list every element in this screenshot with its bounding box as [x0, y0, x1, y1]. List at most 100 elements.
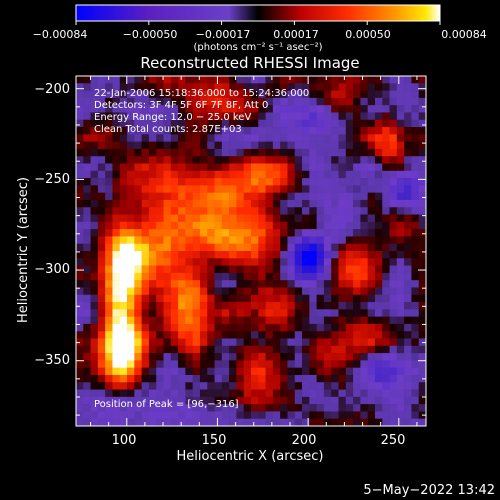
heatmap-cell	[258, 192, 266, 201]
heatmap-cell	[309, 221, 317, 230]
heatmap-cell	[418, 272, 427, 281]
heatmap-cell	[76, 141, 84, 150]
heatmap-cell	[382, 185, 390, 193]
heatmap-cell	[316, 156, 325, 164]
heatmap-cell	[345, 236, 354, 245]
heatmap-cell	[83, 251, 91, 259]
heatmap-cell	[251, 396, 259, 405]
heatmap-cell	[76, 345, 84, 354]
colorbar: −0.00084 −0.00050 −0.00017 0.00017 0.000…	[33, 4, 487, 53]
heatmap-cell	[360, 367, 368, 376]
heatmap-cell	[251, 374, 259, 383]
heatmap-cell	[90, 221, 99, 230]
heatmap-cell	[170, 272, 179, 281]
heatmap-cell	[97, 229, 106, 237]
heatmap-cell	[418, 105, 427, 113]
heatmap-cell	[148, 265, 157, 274]
heatmap-cell	[236, 272, 245, 281]
heatmap-cell	[309, 389, 317, 398]
heatmap-cell	[163, 192, 172, 201]
heatmap-cell	[243, 163, 252, 172]
heatmap-cell	[302, 251, 310, 259]
heatmap-cell	[345, 243, 354, 252]
heatmap-cell	[404, 76, 412, 84]
heatmap-cell	[192, 272, 201, 281]
heatmap-cell	[374, 214, 383, 223]
heatmap-cell	[338, 302, 347, 310]
heatmap-cell	[127, 214, 135, 223]
heatmap-cell	[163, 163, 172, 172]
heatmap-cell	[170, 411, 179, 420]
heatmap-cell	[141, 382, 150, 390]
heatmap-cell	[163, 229, 172, 237]
heatmap-cell	[331, 119, 339, 128]
heatmap-cell	[170, 112, 179, 121]
heatmap-cell	[287, 418, 296, 427]
heatmap-cell	[367, 214, 376, 223]
heatmap-cell	[382, 141, 390, 150]
heatmap-cell	[170, 97, 179, 106]
heatmap-cell	[134, 134, 142, 142]
heatmap-cell	[214, 272, 223, 281]
heatmap-cell	[170, 265, 179, 274]
heatmap-cell	[163, 127, 172, 135]
heatmap-cell	[134, 294, 142, 303]
heatmap-cell	[185, 192, 193, 201]
heatmap-cell	[418, 192, 427, 201]
heatmap-cell	[97, 374, 106, 383]
heatmap-cell	[294, 214, 303, 223]
heatmap-cell	[105, 374, 113, 383]
heatmap-cell	[302, 374, 310, 383]
heatmap-cell	[338, 214, 347, 223]
heatmap-cell	[112, 272, 121, 281]
heatmap-cell	[382, 214, 390, 223]
heatmap-cell	[105, 97, 113, 106]
heatmap-cell	[367, 353, 376, 361]
heatmap-cell	[272, 389, 281, 398]
heatmap-cell	[316, 221, 325, 230]
heatmap-cell	[112, 353, 121, 361]
heatmap-cell	[229, 83, 237, 91]
heatmap-cell	[214, 236, 223, 245]
heatmap-cell	[105, 367, 113, 376]
heatmap-cell	[258, 127, 266, 135]
heatmap-cell	[345, 265, 354, 274]
heatmap-cell	[119, 207, 128, 215]
heatmap-cell	[258, 214, 266, 223]
heatmap-cell	[192, 221, 201, 230]
heatmap-cell	[141, 389, 150, 398]
heatmap-cell	[251, 272, 259, 281]
heatmap-cell	[83, 214, 91, 223]
heatmap-cell	[396, 258, 405, 266]
heatmap-cell	[404, 294, 412, 303]
heatmap-cell	[207, 214, 215, 223]
heatmap-cell	[141, 367, 150, 376]
heatmap-cell	[105, 134, 113, 142]
heatmap-cell	[163, 404, 172, 412]
heatmap-cell	[207, 83, 215, 91]
heatmap-cell	[353, 229, 361, 237]
heatmap-cell	[105, 396, 113, 405]
heatmap-cell	[382, 265, 390, 274]
heatmap-cell	[112, 265, 121, 274]
heatmap-cell	[148, 389, 157, 398]
heatmap-cell	[156, 207, 164, 215]
heatmap-cell	[389, 170, 398, 179]
heatmap-cell	[287, 265, 296, 274]
heatmap-cell	[229, 265, 237, 274]
heatmap-cell	[243, 338, 252, 347]
heatmap-cell	[170, 309, 179, 317]
heatmap-cell	[236, 119, 245, 128]
heatmap-cell	[105, 331, 113, 339]
heatmap-cell	[309, 83, 317, 91]
heatmap-cell	[367, 170, 376, 179]
heatmap-cell	[418, 221, 427, 230]
heatmap-cell	[163, 214, 172, 223]
heatmap-cell	[170, 382, 179, 390]
heatmap-cell	[141, 127, 150, 135]
heatmap-cell	[236, 265, 245, 274]
heatmap-cell	[83, 192, 91, 201]
heatmap-cell	[112, 411, 121, 420]
heatmap-cell	[141, 396, 150, 405]
heatmap-cell	[294, 112, 303, 121]
